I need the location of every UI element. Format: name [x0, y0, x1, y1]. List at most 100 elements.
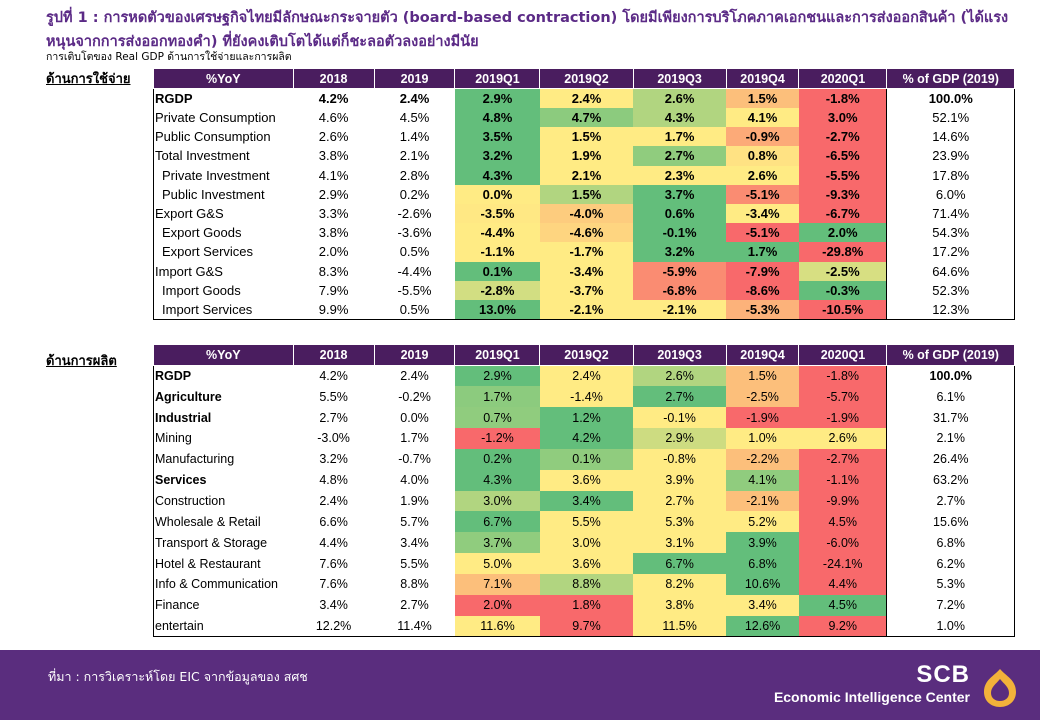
- expenditure-header-0: %YoY: [153, 68, 294, 89]
- row-label: Private Consumption: [153, 108, 294, 128]
- cell-share-of-gdp: 6.8%: [886, 532, 1015, 554]
- expenditure-table: %YoY 2018 2019 2019Q1 2019Q2 2019Q3 2019Q4 2020…: [153, 68, 1015, 320]
- cell-share-of-gdp: 71.4%: [886, 203, 1015, 224]
- cell-quarter: 2.4%: [539, 365, 634, 387]
- cell-share-of-gdp: 14.6%: [886, 127, 1015, 147]
- cell-quarter: -2.1%: [633, 299, 727, 320]
- cell-share-of-gdp: 6.0%: [886, 184, 1015, 204]
- table-row: Industrial 2.7% 0.0% 0.7% 1.2% -0.1% -1.9% -1.9…: [153, 407, 1015, 429]
- row-label: Info & Communication: [153, 573, 294, 595]
- table-row: Import G&S 8.3% -4.4% 0.1% -3.4% -5.9% -7.9% -2…: [153, 261, 1015, 281]
- cell-quarter: -5.5%: [798, 165, 887, 185]
- table-row: Import Goods 7.9% -5.5% -2.8% -3.7% -6.8% -8.6…: [153, 280, 1015, 300]
- cell-y2018: 3.2%: [319, 452, 348, 467]
- table-row: Transport & Storage 4.4% 3.4% 3.7% 3.0% 3.1% 3…: [153, 532, 1015, 554]
- cell-y2019: 1.4%: [399, 129, 430, 145]
- production-header-2: 2019: [373, 344, 456, 366]
- row-label: Import Services: [153, 299, 294, 320]
- expenditure-header-1: 2018: [292, 68, 375, 89]
- expenditure-body: RGDP 4.2% 2.4% 2.9% 2.4% 2.6% 1.5% -1.8% 100.0% P…: [153, 88, 1015, 320]
- cell-y2018: 7.6%: [319, 556, 348, 571]
- cell-y2019: 2.1%: [399, 148, 430, 164]
- cell-y2019: -5.5%: [397, 282, 432, 298]
- cell-quarter: -2.5%: [726, 386, 799, 408]
- cell-y2018: 4.2%: [318, 91, 349, 106]
- row-label: Transport & Storage: [153, 532, 294, 554]
- cell-y2019: 8.8%: [400, 577, 429, 592]
- cell-quarter: -1.9%: [726, 407, 799, 429]
- cell-share-of-gdp: 64.6%: [886, 261, 1015, 281]
- cell-quarter: 2.7%: [633, 146, 727, 166]
- cell-quarter: 3.0%: [454, 490, 540, 512]
- expenditure-header-8: % of GDP (2019): [886, 68, 1015, 89]
- cell-y2019: 3.4%: [400, 535, 429, 550]
- table-row: Wholesale & Retail 6.6% 5.7% 6.7% 5.5% 5.3% 5.…: [153, 511, 1015, 533]
- row-label: Public Consumption: [153, 127, 294, 147]
- cell-quarter: 11.5%: [633, 615, 727, 637]
- cell-quarter: -6.7%: [798, 203, 887, 224]
- cell-quarter: -1.9%: [798, 407, 887, 429]
- cell-share-of-gdp: 15.6%: [886, 511, 1015, 533]
- production-header-0: %YoY: [153, 344, 294, 366]
- production-body: RGDP 4.2% 2.4% 2.9% 2.4% 2.6% 1.5% -1.8% 100.0% A…: [153, 365, 1015, 637]
- cell-quarter: -4.0%: [539, 203, 634, 224]
- table-row: RGDP 4.2% 2.4% 2.9% 2.4% 2.6% 1.5% -1.8% 100.0%: [153, 365, 1015, 387]
- production-header-3: 2019Q1: [454, 344, 541, 366]
- cell-quarter: 10.6%: [726, 573, 799, 595]
- cell-quarter: 1.0%: [726, 428, 799, 449]
- row-label: Export Goods: [153, 223, 294, 243]
- cell-y2019: 5.5%: [400, 556, 429, 571]
- cell-quarter: -6.5%: [798, 146, 887, 166]
- production-header-7: 2020Q1: [798, 344, 888, 366]
- cell-quarter: 7.1%: [454, 573, 540, 595]
- table-row: Export Services 2.0% 0.5% -1.1% -1.7% 3.2% 1.7…: [153, 242, 1015, 262]
- row-label: RGDP: [153, 88, 294, 108]
- row-label: Export G&S: [153, 203, 294, 224]
- cell-share-of-gdp: 2.7%: [886, 490, 1015, 512]
- row-label: Import G&S: [153, 261, 294, 281]
- cell-quarter: 4.3%: [633, 108, 727, 128]
- cell-quarter: 4.3%: [454, 469, 540, 491]
- table-row: Public Investment 2.9% 0.2% 0.0% 1.5% 3.7% -5.…: [153, 184, 1015, 204]
- production-header-row: %YoY 2018 2019 2019Q1 2019Q2 2019Q3 2019Q4 2020…: [153, 344, 1015, 366]
- cell-quarter: 1.8%: [539, 594, 634, 616]
- cell-quarter: -0.1%: [633, 223, 727, 243]
- expenditure-header-5: 2019Q3: [632, 68, 727, 89]
- table-row: Mining -3.0% 1.7% -1.2% 4.2% 2.9% 1.0% 2.6% 2.1%: [153, 428, 1015, 449]
- cell-quarter: 3.0%: [539, 532, 634, 554]
- cell-quarter: -29.8%: [798, 242, 887, 262]
- brand-subtitle: Economic Intelligence Center: [773, 689, 970, 705]
- cell-quarter: -24.1%: [798, 553, 887, 574]
- cell-quarter: 2.7%: [633, 490, 727, 512]
- cell-quarter: -9.9%: [798, 490, 887, 512]
- cell-quarter: -5.9%: [633, 261, 727, 281]
- cell-quarter: -10.5%: [798, 299, 887, 320]
- cell-quarter: 3.9%: [633, 469, 727, 491]
- row-label: Construction: [153, 490, 294, 512]
- cell-y2018: 3.8%: [318, 225, 349, 241]
- cell-y2018: 3.8%: [318, 148, 349, 164]
- production-header-5: 2019Q3: [632, 344, 727, 366]
- cell-quarter: -1.8%: [798, 88, 887, 108]
- cell-quarter: -3.4%: [539, 261, 634, 281]
- cell-quarter: 2.0%: [798, 223, 887, 243]
- cell-quarter: -2.2%: [726, 448, 799, 470]
- cell-quarter: 3.4%: [539, 490, 634, 512]
- row-label: Private Investment: [153, 165, 294, 185]
- cell-quarter: 1.5%: [726, 365, 799, 387]
- footer-bar: ที่มา : การวิเคราะห์โดย EIC จากข้อมูลของ…: [0, 650, 1040, 720]
- cell-quarter: -0.8%: [633, 448, 727, 470]
- table-row: Private Consumption 4.6% 4.5% 4.8% 4.7% 4.3% 4…: [153, 108, 1015, 128]
- cell-y2018: 2.4%: [319, 493, 348, 508]
- cell-quarter: 0.2%: [454, 448, 540, 470]
- table-row: entertain 12.2% 11.4% 11.6% 9.7% 11.5% 12.6% 9.…: [153, 615, 1015, 637]
- cell-quarter: -0.9%: [726, 127, 799, 147]
- cell-quarter: 1.7%: [726, 242, 799, 262]
- cell-y2018: 2.6%: [318, 129, 349, 145]
- cell-quarter: 1.5%: [726, 88, 799, 108]
- cell-y2018: 7.9%: [318, 282, 349, 298]
- cell-quarter: 8.8%: [539, 573, 634, 595]
- cell-y2018: 3.3%: [318, 206, 349, 222]
- row-label: Hotel & Restaurant: [153, 553, 294, 574]
- row-label: Services: [153, 469, 294, 491]
